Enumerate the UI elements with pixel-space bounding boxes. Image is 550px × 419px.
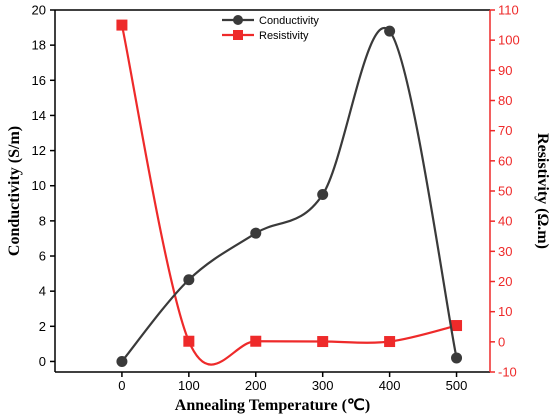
series xyxy=(116,19,463,367)
x-tick-label: 0 xyxy=(118,378,125,393)
resistivity-point xyxy=(451,320,463,332)
y-left-tick-label: 4 xyxy=(39,284,46,299)
x-tick-label: 500 xyxy=(446,378,468,393)
y-left-tick-label: 8 xyxy=(39,213,46,228)
y-right-tick-label: 110 xyxy=(498,3,519,18)
y-right-tick-label: 90 xyxy=(498,63,512,78)
axes: 0 100 200 300 400 500 0 2 4 6 8 10 12 14 16 18 20 -10 0 10 2… xyxy=(32,3,520,394)
conductivity-point xyxy=(317,189,329,201)
conductivity-line xyxy=(121,26,458,363)
y-right-tick-label: 100 xyxy=(498,33,520,48)
conductivity-point xyxy=(384,25,396,37)
y-left-tick-label: 14 xyxy=(32,108,46,123)
y-left-tick-label: 2 xyxy=(39,319,46,334)
y-axis-right-title: Resistivity (Ω.m) xyxy=(534,133,550,249)
x-tick-label: 200 xyxy=(245,378,267,393)
legend-conductivity-label: Conductivity xyxy=(259,15,319,27)
y-right-tick-label: 70 xyxy=(498,123,512,138)
conductivity-point xyxy=(116,355,128,367)
x-axis-title: Annealing Temperature (℃) xyxy=(175,397,370,414)
x-tick-label: 100 xyxy=(178,378,200,393)
resistivity-point xyxy=(250,335,262,347)
x-tick-label: 400 xyxy=(379,378,401,393)
y-right-tick-label: 60 xyxy=(498,153,512,168)
y-right-tick-label: 0 xyxy=(498,334,505,349)
resistivity-point xyxy=(116,19,128,31)
legend-resistivity-marker xyxy=(233,30,243,40)
y-right-tick-label: 30 xyxy=(498,244,512,259)
legend-resistivity-label: Resistivity xyxy=(259,30,309,42)
conductivity-point xyxy=(183,274,195,286)
y-axis-left-title: Conductivity (S/m) xyxy=(6,126,23,256)
y-left-tick-label: 18 xyxy=(32,38,46,53)
y-left-tick-label: 10 xyxy=(32,178,46,193)
y-left-tick-label: 16 xyxy=(32,73,46,88)
y-right-tick-label: -10 xyxy=(498,365,517,380)
legend: Conductivity Resistivity xyxy=(222,15,319,42)
y-left-tick-label: 20 xyxy=(32,3,46,18)
y-left-tick-label: 12 xyxy=(32,143,46,158)
resistivity-point xyxy=(183,335,195,347)
legend-conductivity-marker xyxy=(233,15,243,25)
y-left-tick-label: 0 xyxy=(39,354,46,369)
y-right-tick-label: 10 xyxy=(498,304,512,319)
y-right-tick-label: 20 xyxy=(498,274,512,289)
conductivity-point xyxy=(451,352,463,364)
y-right-tick-label: 80 xyxy=(498,93,512,108)
y-right-tick-label: 40 xyxy=(498,214,512,229)
x-tick-label: 300 xyxy=(312,378,334,393)
y-left-tick-label: 6 xyxy=(39,249,46,264)
resistivity-point xyxy=(384,336,396,348)
resistivity-point xyxy=(317,336,329,348)
conductivity-point xyxy=(250,227,262,239)
y-right-tick-label: 50 xyxy=(498,184,512,199)
